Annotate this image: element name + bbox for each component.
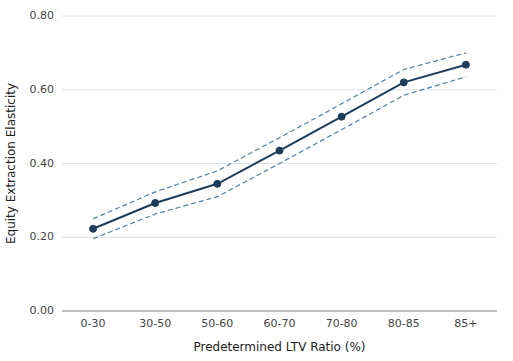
x-tick-label: 80-85: [388, 317, 420, 330]
x-axis-title: Predetermined LTV Ratio (%): [193, 340, 365, 354]
x-tick-label: 85+: [454, 317, 477, 330]
x-tick-label: 70-80: [326, 317, 358, 330]
grid-line: [62, 311, 497, 312]
x-axis-line: [62, 311, 497, 312]
point-marker: [400, 79, 407, 86]
grid-line: [62, 89, 497, 90]
x-tick-label: 30-50: [139, 317, 171, 330]
y-tick-label: 0.80: [30, 9, 55, 22]
plot-area: [90, 53, 470, 239]
point-marker: [462, 61, 469, 68]
point-marker: [214, 180, 221, 187]
point-marker: [338, 113, 345, 120]
point-marker: [152, 199, 159, 206]
point-marker: [90, 225, 97, 232]
y-tick-label: 0.40: [30, 157, 55, 170]
grid-line: [62, 237, 497, 238]
y-grid: [62, 16, 497, 311]
y-tick-label: 0.20: [30, 230, 55, 243]
y-tick-label: 0.00: [30, 304, 55, 317]
y-axis-title: Equity Extraction Elasticity: [4, 83, 18, 244]
chart: 0.00 0.20 0.40 0.60 0.80 0-30 30-50 50-60 60-70 7…: [0, 0, 513, 361]
point-marker: [276, 147, 283, 154]
y-tick-label: 0.60: [30, 83, 55, 96]
ci-line: [93, 77, 466, 239]
x-tick-label: 50-60: [201, 317, 233, 330]
x-tick-label: 0-30: [81, 317, 106, 330]
ci-line: [93, 53, 466, 219]
main-line: [93, 65, 466, 229]
x-tick-label: 60-70: [264, 317, 296, 330]
grid-line: [62, 16, 497, 17]
